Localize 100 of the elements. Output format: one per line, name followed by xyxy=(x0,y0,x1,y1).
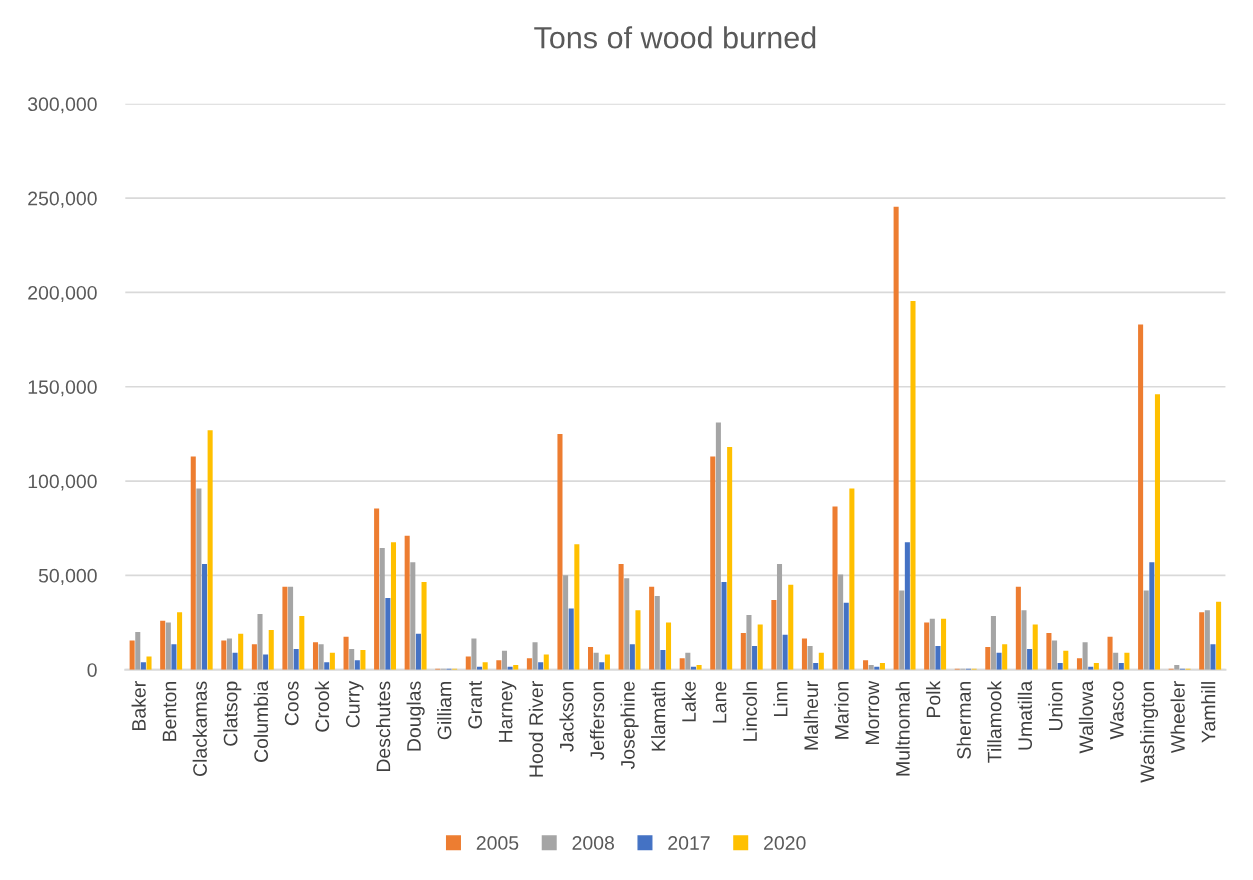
bar xyxy=(660,649,666,670)
bar xyxy=(238,633,244,670)
x-tick-label: Curry xyxy=(345,680,364,728)
bar xyxy=(221,640,227,670)
bar xyxy=(924,622,930,670)
bar xyxy=(990,615,996,670)
bar xyxy=(593,652,599,670)
x-tick-label: Columbia xyxy=(253,680,269,762)
bar xyxy=(996,652,1002,670)
bar xyxy=(649,586,655,670)
bar xyxy=(165,622,171,670)
bar xyxy=(177,612,183,670)
bar xyxy=(135,631,141,670)
x-tick-label: Gilliam xyxy=(437,682,452,740)
bar xyxy=(374,508,380,670)
bar xyxy=(935,646,941,670)
x-tick-label: Morrow xyxy=(865,680,880,745)
x-tick-label: Crook xyxy=(314,680,330,732)
bar xyxy=(410,562,416,670)
x-tick-label: Coos xyxy=(284,681,299,726)
bar xyxy=(465,656,471,670)
x-tick-label: Hood River xyxy=(528,681,544,777)
bar xyxy=(899,590,905,670)
x-tick-label: Marion xyxy=(834,682,849,739)
bar xyxy=(685,652,691,670)
bar xyxy=(207,430,213,670)
bar xyxy=(160,620,166,670)
x-tick-label: Wallowa xyxy=(1078,680,1094,754)
bar xyxy=(1046,632,1052,670)
bar xyxy=(421,581,427,670)
bar xyxy=(1118,663,1124,670)
x-tick-label: Wasco xyxy=(1110,681,1124,740)
x-tick-label: Baker xyxy=(131,681,146,730)
x-tick-label: Grant xyxy=(468,680,482,729)
bar xyxy=(293,648,299,670)
bar xyxy=(226,638,232,670)
x-tick-label: Clatsop xyxy=(223,681,242,746)
y-tick-label: 100,000 xyxy=(28,474,97,491)
bar xyxy=(599,662,605,670)
bar xyxy=(557,433,563,670)
bar xyxy=(1204,610,1210,670)
bar xyxy=(807,646,813,670)
bar xyxy=(1057,663,1063,670)
bar xyxy=(788,584,794,670)
bar xyxy=(618,564,624,670)
bar xyxy=(1093,663,1099,670)
x-tick-label: Washington xyxy=(1139,682,1159,783)
y-tick-label: 150,000 xyxy=(28,380,97,397)
legend-label: 2020 xyxy=(764,836,806,850)
bar xyxy=(343,636,349,670)
bar xyxy=(543,654,549,670)
bar xyxy=(1149,562,1155,670)
x-tick-label: Umatilla xyxy=(1017,680,1033,750)
bar xyxy=(568,608,574,670)
bar xyxy=(679,658,685,670)
bar xyxy=(863,660,869,670)
bar xyxy=(574,544,580,670)
bar xyxy=(318,644,324,670)
bar xyxy=(288,586,294,670)
bar xyxy=(838,574,844,670)
chart-title: Tons of wood burned xyxy=(534,26,816,49)
bar xyxy=(1076,658,1083,670)
bar xyxy=(721,581,727,670)
bar xyxy=(1210,644,1216,670)
bar xyxy=(471,638,477,670)
y-tick-label: 50,000 xyxy=(38,568,97,585)
x-tick-label: Malheur xyxy=(803,681,819,750)
bar xyxy=(727,447,733,670)
x-tick-label: Jackson xyxy=(559,682,574,752)
x-tick-label: Lane xyxy=(712,681,727,723)
x-tick-label: Linn xyxy=(773,682,788,716)
bar xyxy=(813,663,819,670)
bar xyxy=(1063,650,1069,670)
bar xyxy=(1199,612,1205,670)
bar xyxy=(654,596,660,670)
bar xyxy=(190,456,196,670)
x-tick-label: Harney xyxy=(498,680,517,742)
x-tick-label: Clackamas xyxy=(192,681,207,776)
x-tick-label: Sherman xyxy=(956,682,971,759)
legend-label: 2017 xyxy=(668,836,710,850)
x-tick-label: Josephine xyxy=(620,681,639,770)
bar xyxy=(563,575,569,670)
bar xyxy=(910,300,916,670)
bar xyxy=(360,649,366,670)
bar xyxy=(329,652,335,670)
bar xyxy=(1021,610,1027,670)
x-tick-label: Union xyxy=(1048,682,1063,731)
bar xyxy=(349,648,355,670)
x-tick-label: Wheeler xyxy=(1170,681,1185,754)
bar xyxy=(146,656,152,670)
bar xyxy=(893,206,899,670)
bar xyxy=(1154,394,1160,670)
bar xyxy=(929,618,935,670)
bar xyxy=(801,638,807,670)
bar xyxy=(263,654,269,670)
bar xyxy=(171,644,177,670)
bar xyxy=(1138,324,1144,670)
x-tick-label: Benton xyxy=(162,682,177,741)
bar xyxy=(404,535,410,670)
bar xyxy=(1216,601,1222,670)
